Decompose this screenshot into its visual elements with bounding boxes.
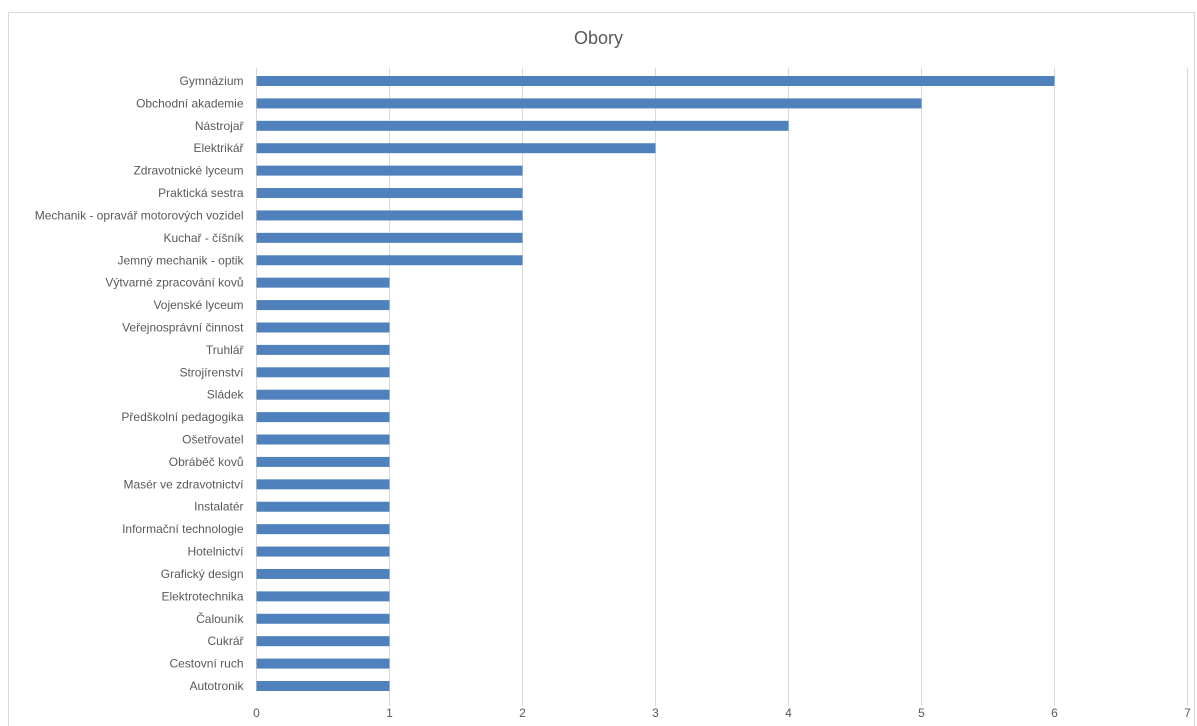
category-label: Cukrář — [207, 634, 244, 648]
bar — [256, 165, 523, 176]
category-label: Grafický design — [161, 567, 244, 581]
x-tick-label: 1 — [386, 706, 393, 720]
category-label: Truhlář — [206, 343, 245, 357]
category-label: Ošetřovatel — [182, 433, 243, 447]
category-label: Obchodní akademie — [136, 96, 244, 110]
category-label: Mechanik - opravář motorových vozidel — [35, 208, 244, 222]
bars — [256, 76, 1055, 691]
bar — [256, 456, 390, 467]
category-label: Předškolní pedagogika — [121, 410, 243, 424]
bar — [256, 120, 789, 131]
bar — [256, 188, 523, 199]
bar — [256, 636, 390, 647]
bar — [256, 546, 390, 557]
x-tick-label: 7 — [1184, 706, 1191, 720]
gridlines — [256, 68, 1188, 706]
bar — [256, 524, 390, 535]
bar — [256, 591, 390, 602]
x-tick-label: 6 — [1051, 706, 1058, 720]
category-label: Jemný mechanik - optik — [117, 253, 244, 267]
category-label: Gymnázium — [179, 74, 243, 88]
bar — [256, 300, 390, 311]
bar — [256, 658, 390, 669]
category-label: Autotronik — [189, 679, 244, 693]
bar — [256, 568, 390, 579]
chart-area — [8, 12, 1195, 726]
category-label: Veřejnosprávní činnost — [122, 320, 244, 334]
x-axis-tick-labels: 0 1 2 3 4 5 6 7 — [253, 706, 1191, 720]
bar — [256, 344, 390, 355]
bar — [256, 210, 523, 221]
category-label: Instalatér — [194, 500, 243, 514]
category-label: Výtvarné zpracování kovů — [105, 276, 243, 290]
chart-title: Obory — [573, 28, 624, 48]
x-tick-label: 3 — [652, 706, 659, 720]
bar — [256, 98, 922, 109]
category-label: Cestovní ruch — [169, 657, 243, 671]
bar — [256, 501, 390, 512]
category-label: Strojírenství — [179, 365, 244, 379]
bar — [256, 434, 390, 445]
bar — [256, 681, 390, 691]
bar — [256, 232, 523, 243]
bar — [256, 143, 656, 154]
bar — [256, 322, 390, 333]
x-tick-label: 5 — [918, 706, 925, 720]
bar — [256, 389, 390, 400]
category-label: Nástrojař — [195, 119, 245, 133]
category-label: Obráběč kovů — [169, 455, 244, 469]
category-label: Kuchař - číšník — [163, 231, 244, 245]
category-label: Masér ve zdravotnictví — [123, 477, 244, 491]
x-tick-label: 2 — [519, 706, 526, 720]
bar — [256, 479, 390, 490]
x-tick-label: 4 — [785, 706, 792, 720]
category-label: Sládek — [207, 388, 245, 402]
bar — [256, 255, 523, 266]
category-label: Zdravotnické lyceum — [133, 164, 243, 178]
category-label: Hotelnictví — [187, 545, 244, 559]
bar — [256, 277, 390, 288]
bar — [256, 412, 390, 423]
category-label: Elektrotechnika — [161, 589, 243, 603]
bar — [256, 613, 390, 624]
category-label: Vojenské lyceum — [153, 298, 243, 312]
category-label: Elektrikář — [193, 141, 244, 155]
category-label: Informační technologie — [122, 522, 244, 536]
category-label: Praktická sestra — [158, 186, 244, 200]
x-tick-label: 0 — [253, 706, 260, 720]
bar — [256, 76, 1055, 86]
bar — [256, 367, 390, 378]
category-label: Čalouník — [196, 611, 244, 626]
category-labels: Gymnázium Obchodní akademie Nástrojař Elekt… — [35, 74, 245, 693]
